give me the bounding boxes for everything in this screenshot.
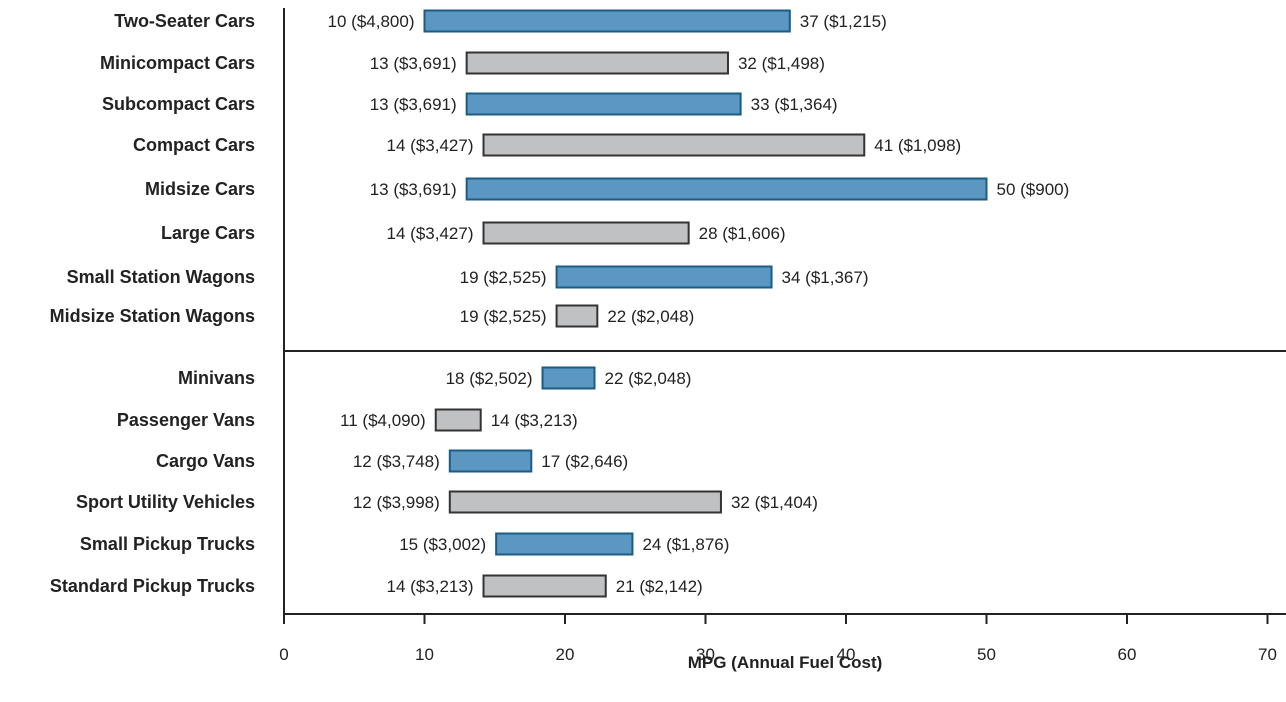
category-label-midsize-station-wagons: Midsize Station Wagons (50, 306, 255, 326)
low-value-label-minivans: 18 ($2,502) (446, 369, 533, 388)
category-label-midsize-cars: Midsize Cars (145, 179, 255, 199)
range-bar-minicompact-cars (465, 51, 729, 75)
high-value-label-minivans: 22 ($2,048) (605, 369, 692, 388)
high-value-label-midsize-cars: 50 ($900) (997, 180, 1070, 199)
range-bar-compact-cars (482, 133, 866, 157)
low-value-label-small-station-wagons: 19 ($2,525) (460, 268, 547, 287)
low-value-label-passenger-vans: 11 ($4,090) (340, 411, 426, 430)
category-label-subcompact-cars: Subcompact Cars (102, 94, 255, 114)
range-bar-large-cars (482, 221, 690, 245)
low-value-label-sport-utility-vehicles: 12 ($3,998) (353, 493, 440, 512)
category-label-minivans: Minivans (178, 368, 255, 388)
range-bar-standard-pickup-trucks (482, 574, 607, 598)
category-label-passenger-vans: Passenger Vans (117, 410, 255, 430)
range-bar-passenger-vans (434, 408, 482, 432)
range-bar-cargo-vans (448, 449, 533, 473)
bars-layer: Two-Seater Cars 10 ($4,800) 37 ($1,215) Min… (50, 9, 1070, 598)
range-bar-subcompact-cars (465, 92, 742, 116)
range-bar-two-seater-cars (423, 9, 791, 33)
low-value-label-compact-cars: 14 ($3,427) (387, 136, 474, 155)
low-value-label-large-cars: 14 ($3,427) (387, 224, 474, 243)
x-tick-label: 60 (1118, 645, 1137, 664)
x-axis-title: MPG (Annual Fuel Cost) (688, 653, 883, 672)
low-value-label-standard-pickup-trucks: 14 ($3,213) (387, 577, 474, 596)
category-label-compact-cars: Compact Cars (133, 135, 255, 155)
low-value-label-cargo-vans: 12 ($3,748) (353, 452, 440, 471)
category-label-minicompact-cars: Minicompact Cars (100, 53, 255, 73)
x-axis-ticks: 0 10 20 30 40 50 60 70 (279, 614, 1277, 664)
high-value-label-standard-pickup-trucks: 21 ($2,142) (616, 577, 703, 596)
low-value-label-small-pickup-trucks: 15 ($3,002) (399, 535, 486, 554)
high-value-label-minicompact-cars: 32 ($1,498) (738, 54, 825, 73)
range-bar-sport-utility-vehicles (448, 490, 722, 514)
category-label-small-pickup-trucks: Small Pickup Trucks (80, 534, 255, 554)
x-tick-label: 50 (977, 645, 996, 664)
range-bar-small-pickup-trucks (495, 532, 634, 556)
high-value-label-small-pickup-trucks: 24 ($1,876) (642, 535, 729, 554)
low-value-label-midsize-station-wagons: 19 ($2,525) (460, 307, 547, 326)
high-value-label-large-cars: 28 ($1,606) (699, 224, 786, 243)
high-value-label-sport-utility-vehicles: 32 ($1,404) (731, 493, 818, 512)
x-tick-label: 10 (415, 645, 434, 664)
high-value-label-subcompact-cars: 33 ($1,364) (751, 95, 838, 114)
high-value-label-cargo-vans: 17 ($2,646) (541, 452, 628, 471)
x-tick-label: 30 (696, 645, 715, 664)
x-tick-label: 20 (556, 645, 575, 664)
high-value-label-two-seater-cars: 37 ($1,215) (800, 12, 887, 31)
category-label-two-seater-cars: Two-Seater Cars (114, 11, 255, 31)
range-bar-midsize-cars (465, 177, 988, 201)
range-bar-small-station-wagons (555, 265, 773, 289)
range-bar-minivans (541, 366, 596, 390)
category-label-standard-pickup-trucks: Standard Pickup Trucks (50, 576, 255, 596)
high-value-label-passenger-vans: 14 ($3,213) (491, 411, 578, 430)
low-value-label-subcompact-cars: 13 ($3,691) (370, 95, 457, 114)
x-tick-label: 40 (837, 645, 856, 664)
category-label-cargo-vans: Cargo Vans (156, 451, 255, 471)
high-value-label-small-station-wagons: 34 ($1,367) (782, 268, 869, 287)
low-value-label-minicompact-cars: 13 ($3,691) (370, 54, 457, 73)
category-label-sport-utility-vehicles: Sport Utility Vehicles (76, 492, 255, 512)
category-label-large-cars: Large Cars (161, 223, 255, 243)
low-value-label-midsize-cars: 13 ($3,691) (370, 180, 457, 199)
range-bar-midsize-station-wagons (555, 304, 599, 328)
x-tick-label: 0 (279, 645, 288, 664)
x-tick-label: 70 (1258, 645, 1277, 664)
high-value-label-midsize-station-wagons: 22 ($2,048) (607, 307, 694, 326)
high-value-label-compact-cars: 41 ($1,098) (874, 136, 961, 155)
low-value-label-two-seater-cars: 10 ($4,800) (328, 12, 415, 31)
category-label-small-station-wagons: Small Station Wagons (67, 267, 255, 287)
